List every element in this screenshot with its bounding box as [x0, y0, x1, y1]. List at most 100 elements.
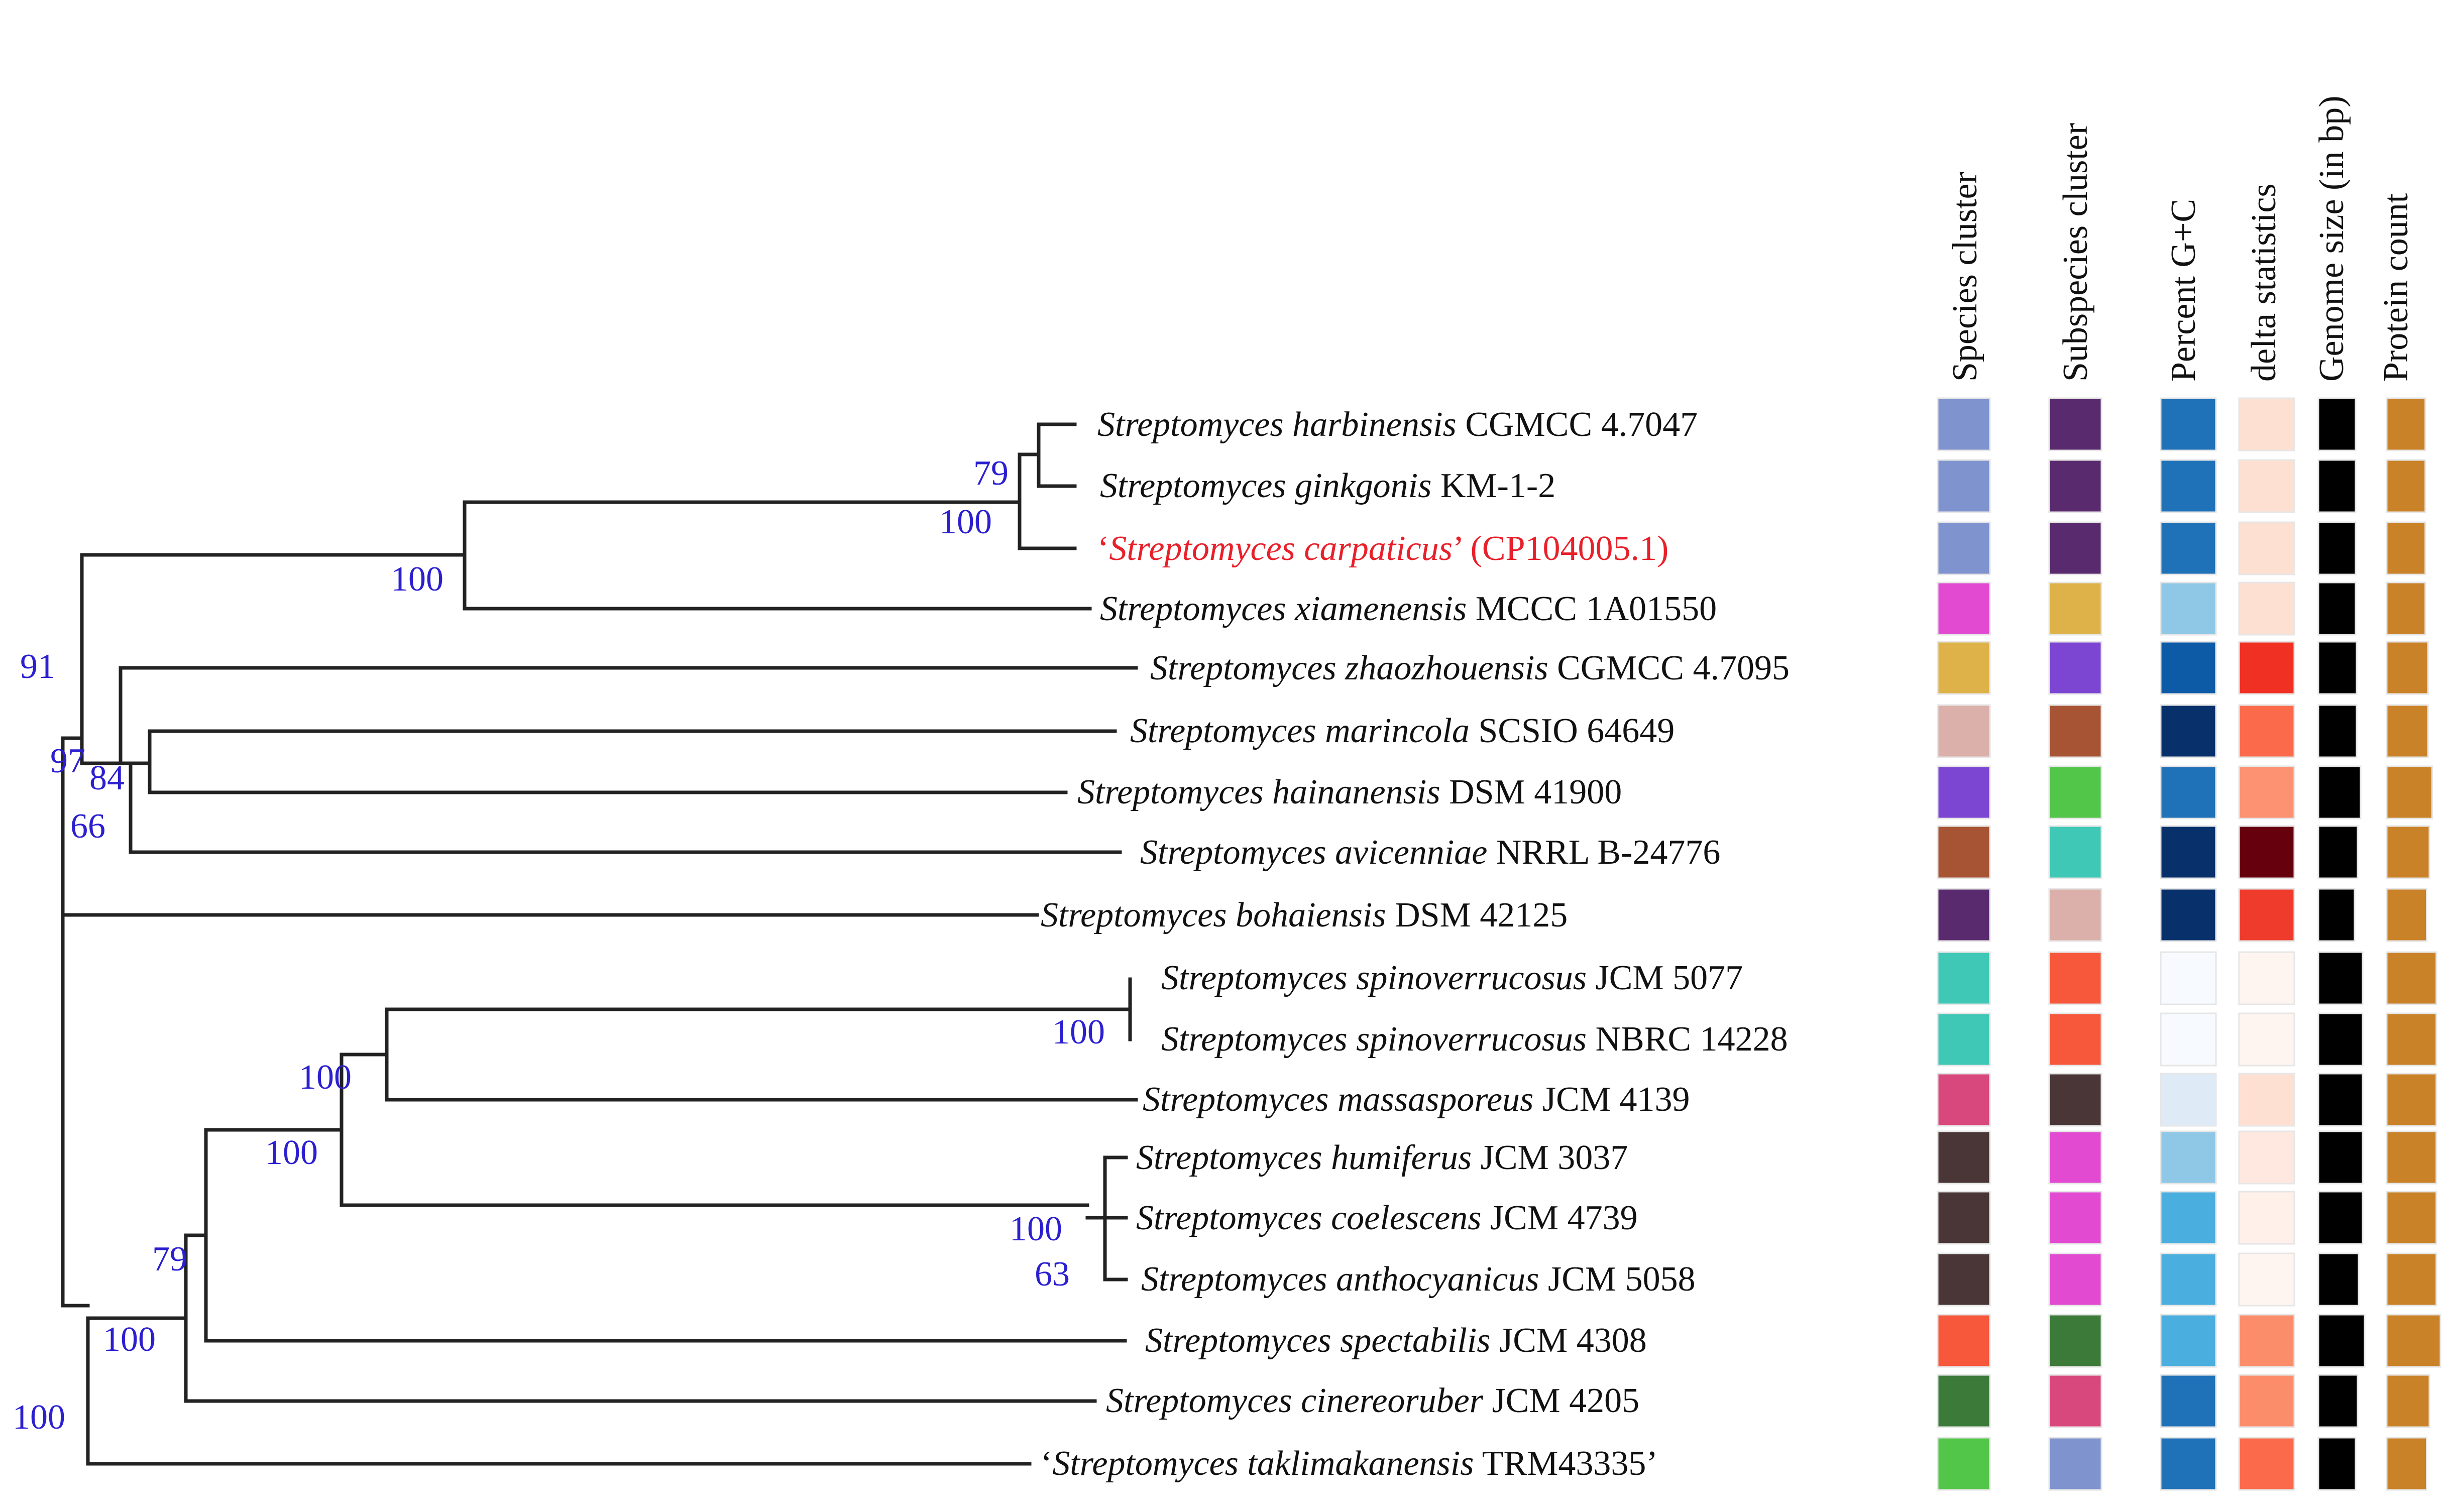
heatmap-cell-delta-statistics — [2238, 704, 2295, 758]
node-top — [80, 553, 467, 715]
heatmap-cell-percent-gc — [2160, 1191, 2217, 1245]
heatmap-cell-delta-statistics — [2238, 1012, 2295, 1067]
heatmap-cell-delta-statistics — [2238, 825, 2295, 879]
taxon-label: Streptomyces spectabilis JCM 4308 — [1145, 1321, 1647, 1360]
heatmap-cell-genome-size — [2317, 1437, 2357, 1491]
heatmap-cell-species-cluster — [1937, 1314, 1991, 1368]
taxon-label: Streptomyces massasporeus JCM 4139 — [1143, 1080, 1690, 1119]
heatmap-cell-species-cluster — [1937, 1252, 1991, 1307]
heatmap-cell-genome-size — [2317, 825, 2359, 879]
bootstrap-values: 79 100 100 91 97 84 66 100 100 100 100 6… — [13, 454, 1105, 1437]
heatmap-cell-subspecies-cluster — [2048, 825, 2102, 879]
bootstrap-value: 100 — [299, 1058, 352, 1097]
bootstrap-value: 84 — [89, 759, 125, 797]
taxon-labels: Streptomyces harbinensis CGMCC 4.7047 St… — [1041, 405, 1790, 1483]
bootstrap-value: 100 — [939, 503, 992, 541]
header-percent-gc: Percent G+C — [2164, 199, 2203, 382]
heatmap-cell-genome-size — [2317, 1374, 2359, 1428]
bootstrap-value: 66 — [70, 807, 105, 846]
heatmap-cell-protein-count — [2386, 459, 2426, 513]
heatmap-cell-delta-statistics — [2238, 888, 2295, 942]
bootstrap-value: 97 — [50, 742, 85, 780]
heatmap-cell-percent-gc — [2160, 641, 2217, 695]
heatmap-cell-delta-statistics — [2238, 521, 2295, 575]
heatmap-cell-delta-statistics — [2238, 1252, 2295, 1307]
heatmap-cell-protein-count — [2386, 521, 2426, 575]
heatmap-cell-genome-size — [2317, 641, 2358, 695]
heatmap-cell-subspecies-cluster — [2048, 641, 2102, 695]
heatmap-cell-subspecies-cluster — [2048, 1073, 2102, 1127]
heatmap-cell-species-cluster — [1937, 521, 1991, 575]
heatmap-cell-species-cluster — [1937, 459, 1991, 513]
heatmap-cell-genome-size — [2317, 1130, 2364, 1185]
node-91 — [80, 711, 123, 765]
taxon-label: Streptomyces avicenniae NRRL B-24776 — [1140, 833, 1720, 872]
heatmap-cell-delta-statistics — [2238, 1314, 2295, 1368]
heatmap-cell-genome-size — [2317, 765, 2362, 820]
heatmap-cell-delta-statistics — [2238, 641, 2295, 695]
heatmap-cell-percent-gc — [2160, 825, 2217, 879]
heatmap-cell-species-cluster — [1937, 1374, 1991, 1428]
heatmap-cell-protein-count — [2386, 1073, 2437, 1127]
header-subspecies-cluster: Subspecies cluster — [2056, 123, 2095, 382]
heatmap-cell-genome-size — [2317, 521, 2357, 575]
heatmap-cell-delta-statistics — [2238, 1191, 2295, 1245]
heatmap-cell-protein-count — [2386, 1130, 2437, 1185]
heatmap-cell-delta-statistics — [2238, 1130, 2295, 1185]
header-genome-size: Genome size (in bp) — [2312, 95, 2351, 382]
heatmap-cell-percent-gc — [2160, 1314, 2217, 1368]
heatmap-cell-protein-count — [2386, 1374, 2430, 1428]
node-avicenniae — [129, 761, 152, 854]
heatmap-cell-genome-size — [2317, 951, 2364, 1005]
bootstrap-value: 100 — [1010, 1210, 1062, 1248]
heatmap-cell-subspecies-cluster — [2048, 1130, 2102, 1185]
heatmap-cell-subspecies-cluster — [2048, 1437, 2102, 1491]
heatmap-cell-genome-size — [2317, 704, 2358, 758]
header-species-cluster: Species cluster — [1946, 172, 1984, 382]
heatmap-cell-species-cluster — [1937, 1130, 1991, 1185]
taxon-label: Streptomyces harbinensis CGMCC 4.7047 — [1097, 405, 1698, 444]
heatmap-cell-genome-size — [2317, 888, 2356, 942]
heatmap-cell-protein-count — [2386, 704, 2429, 758]
heatmap-cell-percent-gc — [2160, 951, 2217, 1005]
taxon-label: Streptomyces spinoverrucosus NBRC 14228 — [1161, 1020, 1788, 1059]
heatmap-cell-percent-gc — [2160, 521, 2217, 575]
heatmap-cell-delta-statistics — [2238, 1073, 2295, 1127]
heatmap-cell-species-cluster — [1937, 1191, 1991, 1245]
heatmap-cell-species-cluster — [1937, 1073, 1991, 1127]
heatmap-cell-species-cluster — [1937, 888, 1991, 942]
heatmap-cell-protein-count — [2386, 1252, 2437, 1307]
heatmap-cell-genome-size — [2317, 1073, 2364, 1127]
heatmap-cell-protein-count — [2386, 397, 2426, 451]
bootstrap-value: 100 — [103, 1320, 156, 1359]
heatmap-cell-percent-gc — [2160, 1073, 2217, 1127]
heatmap-cell-subspecies-cluster — [2048, 1191, 2102, 1245]
heatmap-cell-delta-statistics — [2238, 765, 2295, 820]
taxon-label: Streptomyces coelescens JCM 4739 — [1136, 1199, 1638, 1237]
heatmap-cell-species-cluster — [1937, 581, 1991, 636]
heatmap-cell-genome-size — [2317, 581, 2357, 636]
heatmap-cell-protein-count — [2386, 825, 2430, 879]
taxon-label-highlighted: ‘Streptomyces carpaticus’ (CP104005.1) — [1097, 529, 1668, 568]
heatmap-cell-species-cluster — [1937, 825, 1991, 879]
heatmap-cell-genome-size — [2317, 1191, 2364, 1245]
heatmap-cell-subspecies-cluster — [2048, 1374, 2102, 1428]
heatmap-cell-species-cluster — [1937, 1437, 1991, 1491]
taxon-label: Streptomyces bohaiensis DSM 42125 — [1041, 896, 1568, 935]
heatmap-cell-subspecies-cluster — [2048, 397, 2102, 451]
heatmap-cell-protein-count — [2386, 641, 2429, 695]
heatmap-cell-percent-gc — [2160, 704, 2217, 758]
node-cinereoruber — [184, 1233, 208, 1403]
heatmap-cell-delta-statistics — [2238, 459, 2295, 513]
heatmap-cell-subspecies-cluster — [2048, 888, 2102, 942]
taxon-label: Streptomyces marincola SCSIO 64649 — [1130, 712, 1675, 750]
heatmap-cell-percent-gc — [2160, 888, 2217, 942]
header-protein-count: Protein count — [2377, 193, 2415, 382]
heatmap-cell-subspecies-cluster — [2048, 459, 2102, 513]
heatmap-cell-genome-size — [2317, 1314, 2366, 1368]
heatmap-cell-species-cluster — [1937, 1012, 1991, 1067]
heatmap-cell-percent-gc — [2160, 1130, 2217, 1185]
heatmap-cell-protein-count — [2386, 581, 2426, 636]
heatmap-cell-subspecies-cluster — [2048, 1314, 2102, 1368]
